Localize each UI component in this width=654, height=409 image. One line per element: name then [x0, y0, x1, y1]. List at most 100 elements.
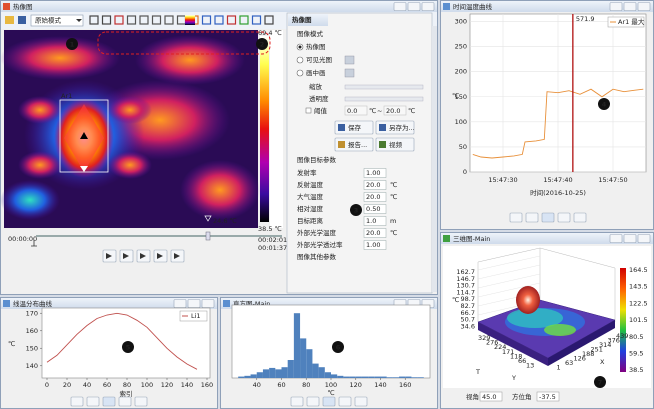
colorbar-label: 101.5 [629, 316, 648, 324]
maximize-button[interactable] [623, 234, 637, 243]
chart-tool-button[interactable] [525, 212, 539, 223]
param-input[interactable] [363, 180, 387, 190]
minimize-button[interactable] [173, 299, 187, 308]
title-bar [1, 1, 437, 12]
param-input[interactable] [363, 204, 387, 214]
chart-tool-button[interactable] [306, 396, 320, 407]
tool-icon[interactable] [151, 15, 162, 25]
mode-icon [344, 68, 355, 78]
chart-tool-button[interactable] [70, 396, 84, 407]
checkbox[interactable] [305, 107, 312, 114]
tool-icon[interactable] [89, 15, 99, 25]
box-grid [477, 264, 541, 280]
window-icon [3, 300, 10, 307]
threshold-high: 20.0 [386, 107, 400, 115]
histogram-bar [374, 376, 381, 378]
data-line [472, 88, 644, 159]
radio-label: 热像图 [306, 42, 326, 51]
radio[interactable] [296, 56, 304, 64]
x-axis-label: 索引 [120, 389, 133, 398]
tool-icon[interactable] [214, 15, 224, 25]
tool-icon[interactable] [251, 15, 262, 25]
chart-tool-button[interactable] [118, 396, 132, 407]
z-tick-label: 82.7 [461, 302, 475, 310]
callout-number: 6 [336, 344, 341, 352]
marker-label: 571.9 [576, 15, 595, 23]
tool-icon[interactable] [164, 15, 174, 25]
minimize-button[interactable] [609, 234, 623, 243]
open-icon[interactable] [5, 16, 14, 24]
param-input[interactable] [363, 168, 387, 178]
view-input[interactable] [479, 391, 503, 402]
close-button[interactable] [637, 234, 651, 243]
time-current: 00:01:37 [258, 244, 287, 252]
mode-dropdown[interactable] [30, 14, 84, 27]
colorbar [620, 268, 626, 372]
z-tick-label: 114.7 [456, 288, 475, 296]
x-tick-label: 100 [141, 381, 153, 389]
histogram-bar [417, 377, 424, 378]
maximize-button[interactable] [623, 2, 637, 11]
z-tick-label: 162.7 [456, 268, 475, 276]
save-icon[interactable] [18, 16, 26, 24]
x-tick-label: 0 [45, 381, 49, 389]
timeline-handle[interactable] [205, 231, 211, 241]
tool-icon[interactable] [226, 15, 237, 25]
slider[interactable] [344, 84, 424, 90]
tool-icon[interactable] [239, 15, 249, 25]
tool-icon[interactable] [139, 15, 149, 25]
x-tick-label: 160 [399, 381, 411, 389]
callout [598, 98, 610, 110]
maximize-button[interactable] [187, 299, 201, 308]
tool-icon[interactable] [264, 15, 274, 25]
param-label: 外部光学温度 [297, 228, 337, 237]
close-button[interactable] [201, 299, 215, 308]
param-input[interactable] [363, 240, 387, 250]
chart-tool-button[interactable] [102, 396, 116, 407]
chart-tool-button[interactable] [557, 212, 571, 223]
x-tick-label: 60 [277, 381, 285, 389]
close-button[interactable] [421, 2, 435, 11]
y-tick-label: 200 [455, 68, 467, 76]
tool-icon[interactable] [126, 15, 137, 25]
palette-icon[interactable] [185, 15, 195, 25]
chart-tool-button[interactable] [509, 212, 523, 223]
y-tick-label: 150 [26, 344, 38, 352]
checkbox-label: 阈值 [314, 106, 328, 115]
surface-side [548, 320, 615, 366]
panel-tab [288, 14, 328, 26]
chart-tool-button[interactable] [338, 396, 352, 407]
panel-scrollbar [432, 26, 437, 292]
chart-tool-button[interactable] [290, 396, 304, 407]
x-tick-label: 80 [123, 381, 131, 389]
y-tick-label: 0 [463, 168, 467, 176]
plot-area [231, 304, 431, 379]
thermal-blob [18, 96, 62, 124]
field-label: 视角 [466, 392, 479, 401]
chart-tool-button[interactable] [322, 396, 336, 407]
histogram-bar [331, 374, 338, 378]
chart-tool-button[interactable] [86, 396, 100, 407]
minimize-button[interactable] [393, 2, 407, 11]
chart-tool-button[interactable] [541, 212, 555, 223]
azimuth-input[interactable] [536, 391, 560, 402]
y-tick-label: 171 [502, 348, 514, 356]
tilde: ~ [377, 107, 382, 115]
tool-icon[interactable] [201, 15, 212, 25]
param-input[interactable] [363, 216, 387, 226]
chart-tool-button[interactable] [573, 212, 587, 223]
param-input[interactable] [363, 228, 387, 238]
close-button[interactable] [637, 2, 651, 11]
param-input[interactable] [363, 192, 387, 202]
chart-tool-button[interactable] [354, 396, 368, 407]
x-tick-label: 120 [161, 381, 173, 389]
chart-tool-button[interactable] [134, 396, 148, 407]
tool-icon[interactable] [101, 15, 112, 25]
z-axis-label: ℃ [452, 296, 459, 304]
colorbar-label: 38.5 [629, 366, 643, 374]
maximize-button[interactable] [407, 2, 421, 11]
minimize-button[interactable] [609, 2, 623, 11]
tool-icon[interactable] [114, 15, 124, 25]
slider[interactable] [344, 96, 424, 102]
radio[interactable] [296, 69, 304, 77]
